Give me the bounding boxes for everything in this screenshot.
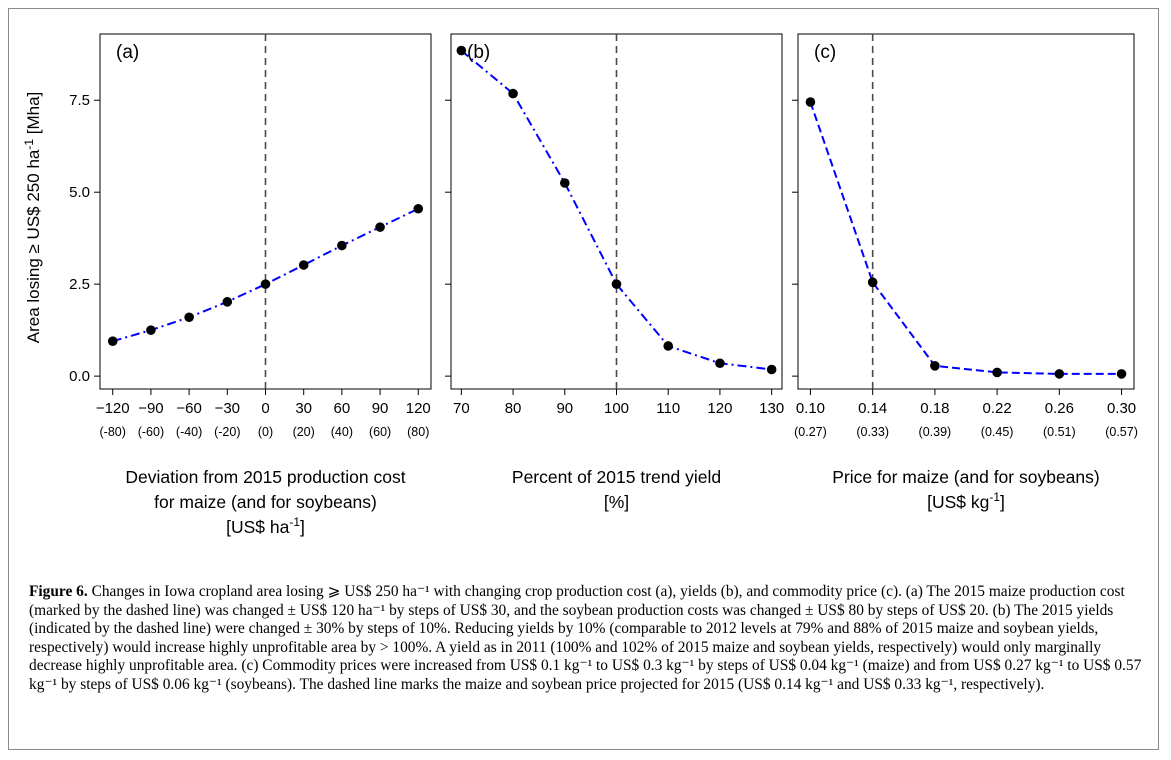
x-tick-label: −120: [96, 400, 130, 417]
x-axis-title-line: Price for maize (and for soybeans): [832, 467, 1099, 487]
x-tick-label: 100: [604, 400, 629, 417]
x-tick-label: 130: [759, 400, 784, 417]
x-tick-label: 30: [295, 400, 312, 417]
x-tick-label: 90: [556, 400, 573, 417]
x-tick-label: 0.18: [920, 400, 949, 417]
x-axis-title-line: Percent of 2015 trend yield: [512, 467, 721, 487]
figure-caption: Figure 6. Changes in Iowa cropland area …: [29, 583, 1149, 695]
y-tick-label: 0.0: [69, 368, 90, 385]
data-point: [107, 336, 118, 346]
x-axis-unit-pre: [US$ ha: [226, 517, 289, 537]
x-tick-label: 0.30: [1107, 400, 1136, 417]
data-point: [867, 277, 878, 288]
x-tick-sublabel: (0): [258, 425, 273, 439]
x-tick-label: 110: [656, 400, 680, 417]
x-tick-sublabel: (0.39): [919, 425, 952, 439]
data-point: [184, 312, 194, 323]
x-axis-title-line: Deviation from 2015 production cost: [125, 467, 405, 487]
x-tick-sublabel: (0.51): [1043, 425, 1076, 439]
data-point: [805, 97, 816, 107]
x-tick-label: 70: [453, 400, 470, 417]
caption-figure-label: Figure 6.: [29, 583, 88, 600]
x-axis-unit: [US$ kg-1]: [927, 490, 1005, 512]
x-tick-sublabel: (-60): [138, 425, 164, 439]
panel-frame: [797, 33, 1135, 390]
data-point: [260, 279, 271, 289]
y-tick-label: 5.0: [69, 184, 90, 201]
x-tick-sublabel: (-20): [214, 425, 240, 439]
x-tick-label: −90: [138, 400, 163, 417]
x-tick-label: 0.26: [1045, 400, 1074, 417]
y-tick-label: 7.5: [69, 92, 90, 109]
panel-label: (c): [814, 42, 836, 63]
x-tick-label: 90: [372, 400, 389, 417]
x-tick-sublabel: (-40): [176, 425, 202, 439]
x-axis-unit-pre: [%]: [604, 492, 629, 512]
data-point: [413, 203, 424, 214]
caption-text: Changes in Iowa cropland area losing ⩾ U…: [29, 583, 1142, 693]
data-point: [222, 297, 233, 307]
data-point: [663, 341, 674, 351]
data-point: [930, 361, 940, 371]
y-axis-title-sup: -1: [22, 139, 36, 150]
data-point: [298, 260, 309, 270]
data-point: [766, 364, 777, 375]
data-point: [559, 178, 570, 188]
x-axis-unit-post: ]: [300, 517, 305, 537]
x-axis-unit: [%]: [604, 492, 629, 512]
data-point: [1054, 369, 1065, 379]
x-axis-unit-pre: [US$ kg: [927, 492, 989, 512]
x-axis-unit-sup: -1: [989, 490, 1000, 504]
data-point: [375, 222, 385, 232]
y-tick-label: 2.5: [69, 276, 90, 293]
x-tick-label: −60: [176, 400, 201, 417]
figure-frame: Area losing ≥ US$ 250 ha-1 [Mha] 0.0 2.5 5.…: [8, 8, 1159, 750]
x-tick-label: 0.22: [983, 400, 1012, 417]
y-axis-title-main: Area losing ≥ US$ 250 ha: [24, 149, 43, 343]
x-tick-sublabel: (0.57): [1105, 425, 1138, 439]
x-tick-label: 80: [505, 400, 522, 417]
data-point: [1116, 369, 1127, 379]
x-tick-label: 0.10: [796, 400, 825, 417]
panel-label: (a): [116, 42, 139, 63]
x-axis-unit: [US$ ha-1]: [226, 515, 305, 537]
x-tick-sublabel: (-80): [100, 425, 126, 439]
y-axis-title: Area losing ≥ US$ 250 ha-1 [Mha]: [22, 92, 43, 344]
data-point: [715, 358, 725, 369]
x-tick-sublabel: (80): [407, 425, 429, 439]
x-tick-sublabel: (60): [369, 425, 391, 439]
x-axis-unit-sup: -1: [289, 515, 300, 529]
y-axis-title-unit: [Mha]: [24, 92, 43, 139]
x-tick-sublabel: (0.27): [794, 425, 827, 439]
x-tick-sublabel: (20): [293, 425, 315, 439]
figure-panels: Area losing ≥ US$ 250 ha-1 [Mha]0.02.55.…: [22, 33, 1138, 537]
x-tick-label: 0.14: [858, 400, 887, 417]
panel-c: 0.10 (0.27) 0.14 (0.33) 0.18 (0.39) 0.22 (0.45)…: [792, 33, 1138, 512]
x-tick-sublabel: (40): [331, 425, 353, 439]
x-tick-sublabel: (0.33): [856, 425, 889, 439]
data-point: [508, 88, 518, 99]
x-axis-title-line: for maize (and for soybeans): [154, 492, 377, 512]
data-point: [146, 325, 156, 335]
x-tick-label: 120: [707, 400, 732, 417]
x-tick-label: −30: [215, 400, 240, 417]
x-tick-label: 0: [261, 400, 269, 417]
panel-label: (b): [467, 42, 490, 63]
panel-a: 0.0 2.5 5.0 7.5 −120 (-80) −90 (-60) −60 (-40) −30…: [69, 33, 432, 537]
series-line: [809, 101, 1122, 375]
x-tick-sublabel: (0.45): [981, 425, 1014, 439]
data-point: [992, 367, 1002, 378]
x-tick-label: 60: [334, 400, 351, 417]
data-point: [337, 240, 347, 251]
x-axis-unit-post: ]: [1000, 492, 1005, 512]
data-point: [611, 279, 622, 289]
x-tick-label: 120: [406, 400, 431, 417]
panel-b: 70 80 90 100 110 120 130 (b) Percent of 2015 tre…: [445, 33, 784, 512]
data-point: [456, 45, 467, 56]
